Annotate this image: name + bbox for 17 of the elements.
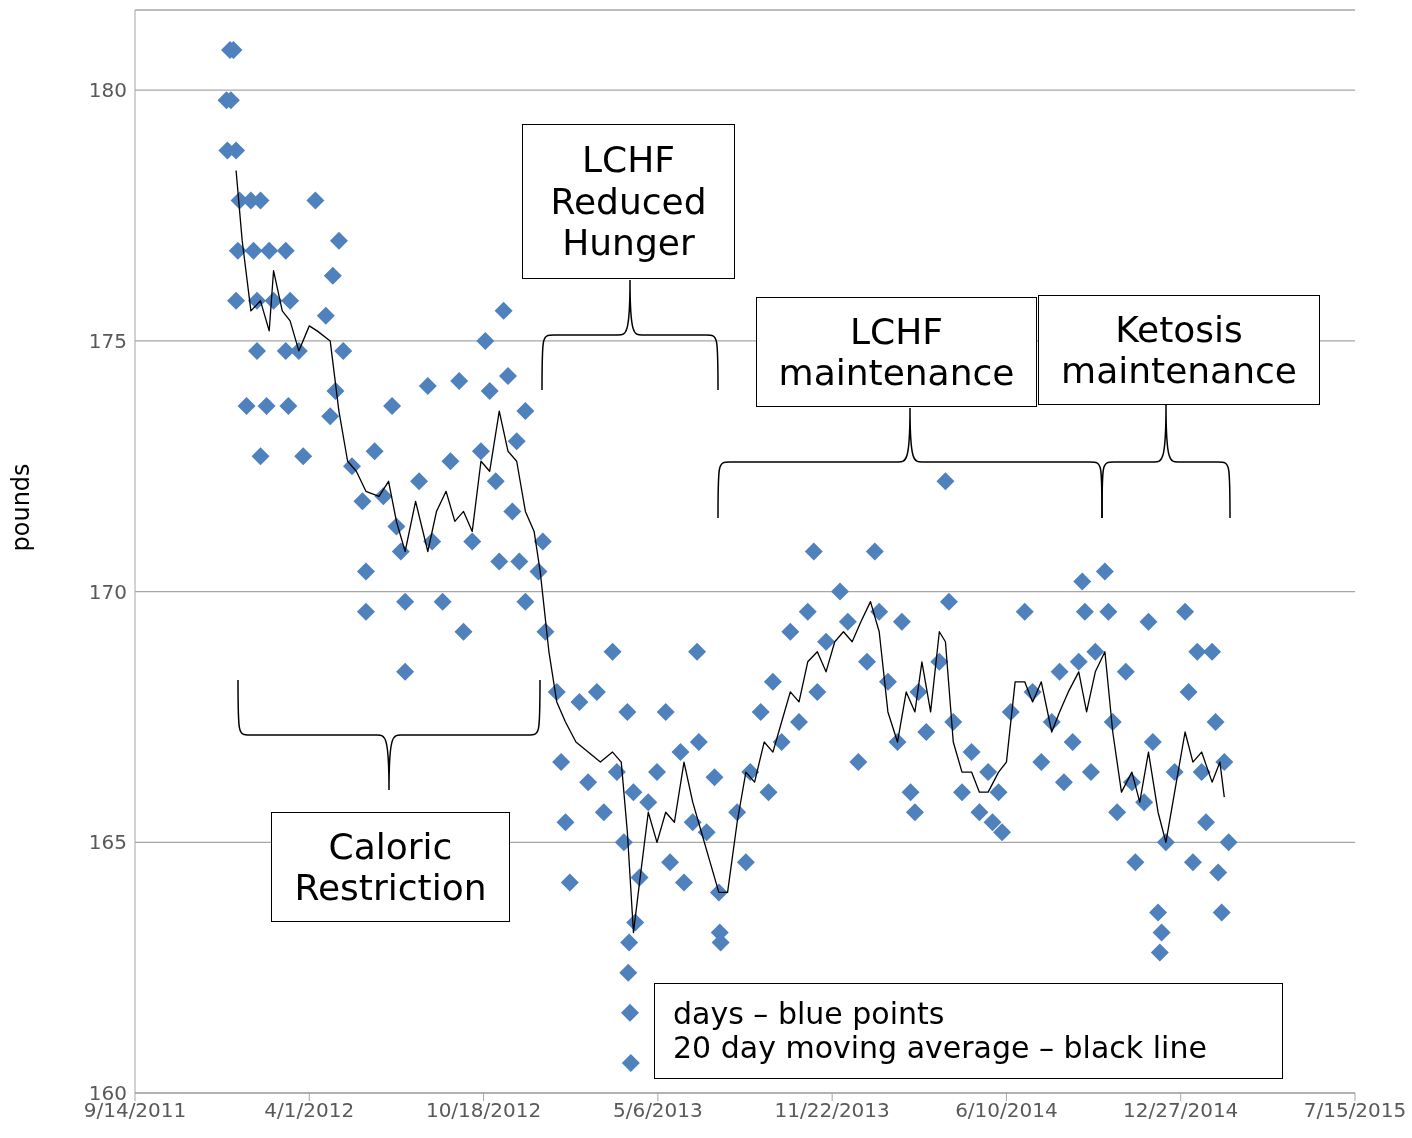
x-tick-label: 4/1/2012 [264, 1098, 355, 1123]
y-tick-label: 180 [88, 78, 127, 103]
x-tick-label: 10/18/2012 [425, 1098, 542, 1123]
annotation: LCHF maintenance [778, 310, 1015, 394]
y-tick-label: 165 [88, 830, 127, 855]
annotation: LCHF Reduced Hunger [550, 139, 707, 264]
annotation: days – blue points 20 day moving average – black line [673, 995, 1207, 1066]
y-axis-title: pounds [6, 463, 35, 552]
x-tick-label: 12/27/2014 [1123, 1098, 1239, 1123]
x-tick-label: 11/22/2013 [774, 1098, 890, 1123]
x-tick-label: 6/10/2014 [955, 1098, 1058, 1123]
x-tick-label: 5/6/2013 [612, 1098, 703, 1123]
y-tick-label: 175 [88, 329, 127, 354]
annotation: Caloric Restriction [294, 825, 487, 909]
y-tick-label: 170 [88, 579, 127, 604]
x-tick-label: 7/15/2015 [1303, 1098, 1407, 1123]
annotation: Ketosis maintenance [1061, 308, 1297, 392]
